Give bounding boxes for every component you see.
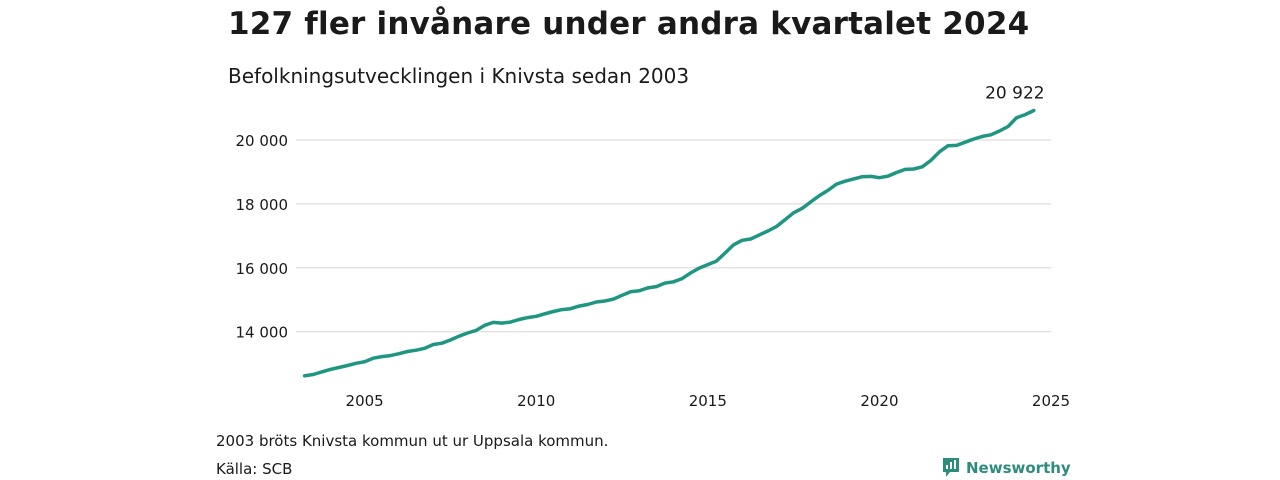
y-gridlines bbox=[296, 139, 1051, 333]
brand-name: Newsworthy bbox=[966, 458, 1071, 477]
x-tick-label: 2015 bbox=[689, 392, 727, 410]
newsworthy-logo-icon bbox=[943, 458, 959, 477]
series-line bbox=[302, 108, 1036, 378]
y-tick-label: 18 000 bbox=[236, 196, 289, 214]
chart-source: Källa: SCB bbox=[216, 460, 293, 478]
end-value-label: 20 922 bbox=[985, 83, 1044, 103]
brand-logo: Newsworthy bbox=[942, 457, 1071, 478]
line-chart: 14 000 16 000 18 000 20 000 2005 2010 2015 202… bbox=[236, 83, 1071, 410]
data-labels: 20 922 bbox=[985, 83, 1044, 103]
y-tick-label: 14 000 bbox=[236, 324, 289, 342]
x-tick-label: 2010 bbox=[517, 392, 555, 410]
chart-title: 127 fler invånare under andra kvartalet … bbox=[228, 6, 1030, 42]
chart-subtitle: Befolkningsutvecklingen i Knivsta sedan … bbox=[228, 64, 690, 88]
series-group bbox=[302, 108, 1036, 378]
x-tick-label: 2020 bbox=[860, 392, 898, 410]
x-tick-label: 2025 bbox=[1032, 392, 1070, 410]
x-tick-label: 2005 bbox=[346, 392, 384, 410]
y-axis-tick-labels: 14 000 16 000 18 000 20 000 bbox=[236, 132, 289, 342]
x-axis-tick-labels: 2005 2010 2015 2020 2025 bbox=[346, 392, 1071, 410]
chart-note: 2003 bröts Knivsta kommun ut ur Uppsala … bbox=[216, 432, 609, 450]
y-tick-label: 16 000 bbox=[236, 260, 289, 278]
y-tick-label: 20 000 bbox=[236, 132, 289, 150]
